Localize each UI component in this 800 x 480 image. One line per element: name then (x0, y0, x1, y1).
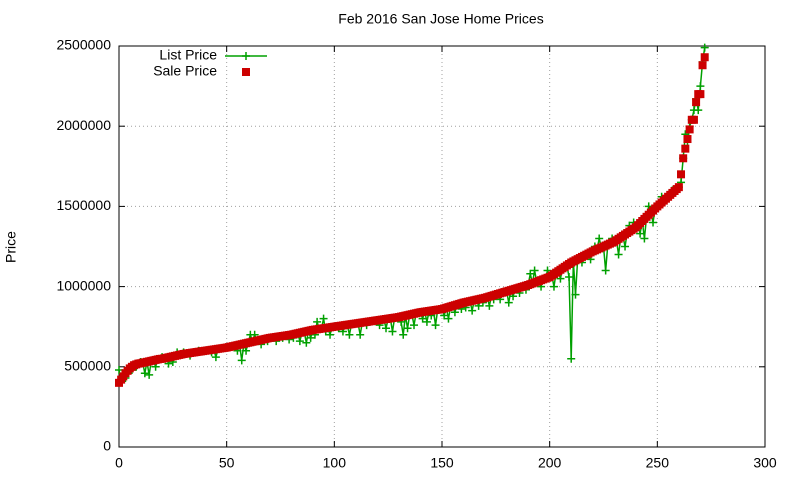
legend-label: Sale Price (153, 63, 217, 79)
point-marker (595, 234, 604, 243)
point-marker (422, 317, 431, 326)
point-marker (681, 144, 690, 153)
point-marker (382, 324, 391, 333)
point-marker (526, 269, 535, 278)
y-tick-label: 2000000 (56, 117, 111, 133)
point-marker (345, 330, 354, 339)
point-marker (692, 98, 701, 107)
legend-marker (242, 52, 250, 60)
point-marker (302, 338, 311, 347)
x-tick-label: 250 (646, 455, 670, 471)
x-tick-label: 0 (115, 455, 123, 471)
y-tick-label: 2500000 (56, 37, 111, 53)
x-tick-label: 100 (323, 455, 347, 471)
series-line (118, 47, 706, 382)
x-tick-label: 150 (430, 455, 454, 471)
point-marker (399, 330, 408, 339)
y-tick-label: 0 (103, 438, 111, 454)
x-tick-label: 200 (538, 455, 562, 471)
point-marker (698, 61, 707, 70)
point-marker (549, 282, 558, 291)
point-marker (614, 250, 623, 259)
point-marker (565, 272, 574, 281)
point-marker (295, 337, 304, 346)
point-marker (356, 330, 365, 339)
point-marker (410, 321, 419, 330)
y-tick-label: 1000000 (56, 277, 111, 293)
point-marker (313, 317, 322, 326)
point-marker (694, 106, 703, 115)
point-marker (145, 370, 154, 379)
point-marker (640, 234, 649, 243)
point-marker (485, 301, 494, 310)
point-marker (674, 183, 683, 192)
y-tick-label: 1500000 (56, 197, 111, 213)
point-marker (571, 290, 580, 299)
point-marker (700, 53, 709, 62)
point-marker (556, 274, 565, 283)
point-marker (621, 242, 630, 251)
y-tick-label: 500000 (64, 358, 111, 374)
point-marker (685, 125, 694, 134)
point-marker (431, 321, 440, 330)
point-marker (444, 314, 453, 323)
point-marker (468, 306, 477, 315)
plot-border (118, 45, 766, 448)
point-marker (211, 353, 220, 362)
chart-title: Feb 2016 San Jose Home Prices (338, 11, 543, 27)
point-marker (679, 154, 688, 163)
point-marker (683, 135, 692, 144)
legend-marker (242, 68, 250, 76)
point-marker (504, 298, 513, 307)
point-marker (306, 333, 315, 342)
point-marker (636, 229, 645, 238)
point-marker (388, 327, 397, 336)
point-marker (677, 170, 686, 179)
point-marker (689, 115, 698, 124)
point-marker (696, 82, 705, 91)
point-marker (326, 330, 335, 339)
x-tick-label: 300 (753, 455, 777, 471)
point-marker (696, 90, 705, 99)
point-marker (403, 324, 412, 333)
point-marker (242, 346, 251, 355)
point-marker (601, 266, 610, 275)
y-axis-label: Price (3, 231, 19, 263)
x-tick-label: 50 (219, 455, 235, 471)
legend-label: List Price (159, 47, 217, 63)
point-marker (237, 356, 246, 365)
point-marker (140, 369, 149, 378)
point-marker (700, 43, 709, 52)
point-marker (567, 354, 576, 363)
point-marker (319, 314, 328, 323)
point-marker (649, 218, 658, 227)
point-marker (530, 266, 539, 275)
